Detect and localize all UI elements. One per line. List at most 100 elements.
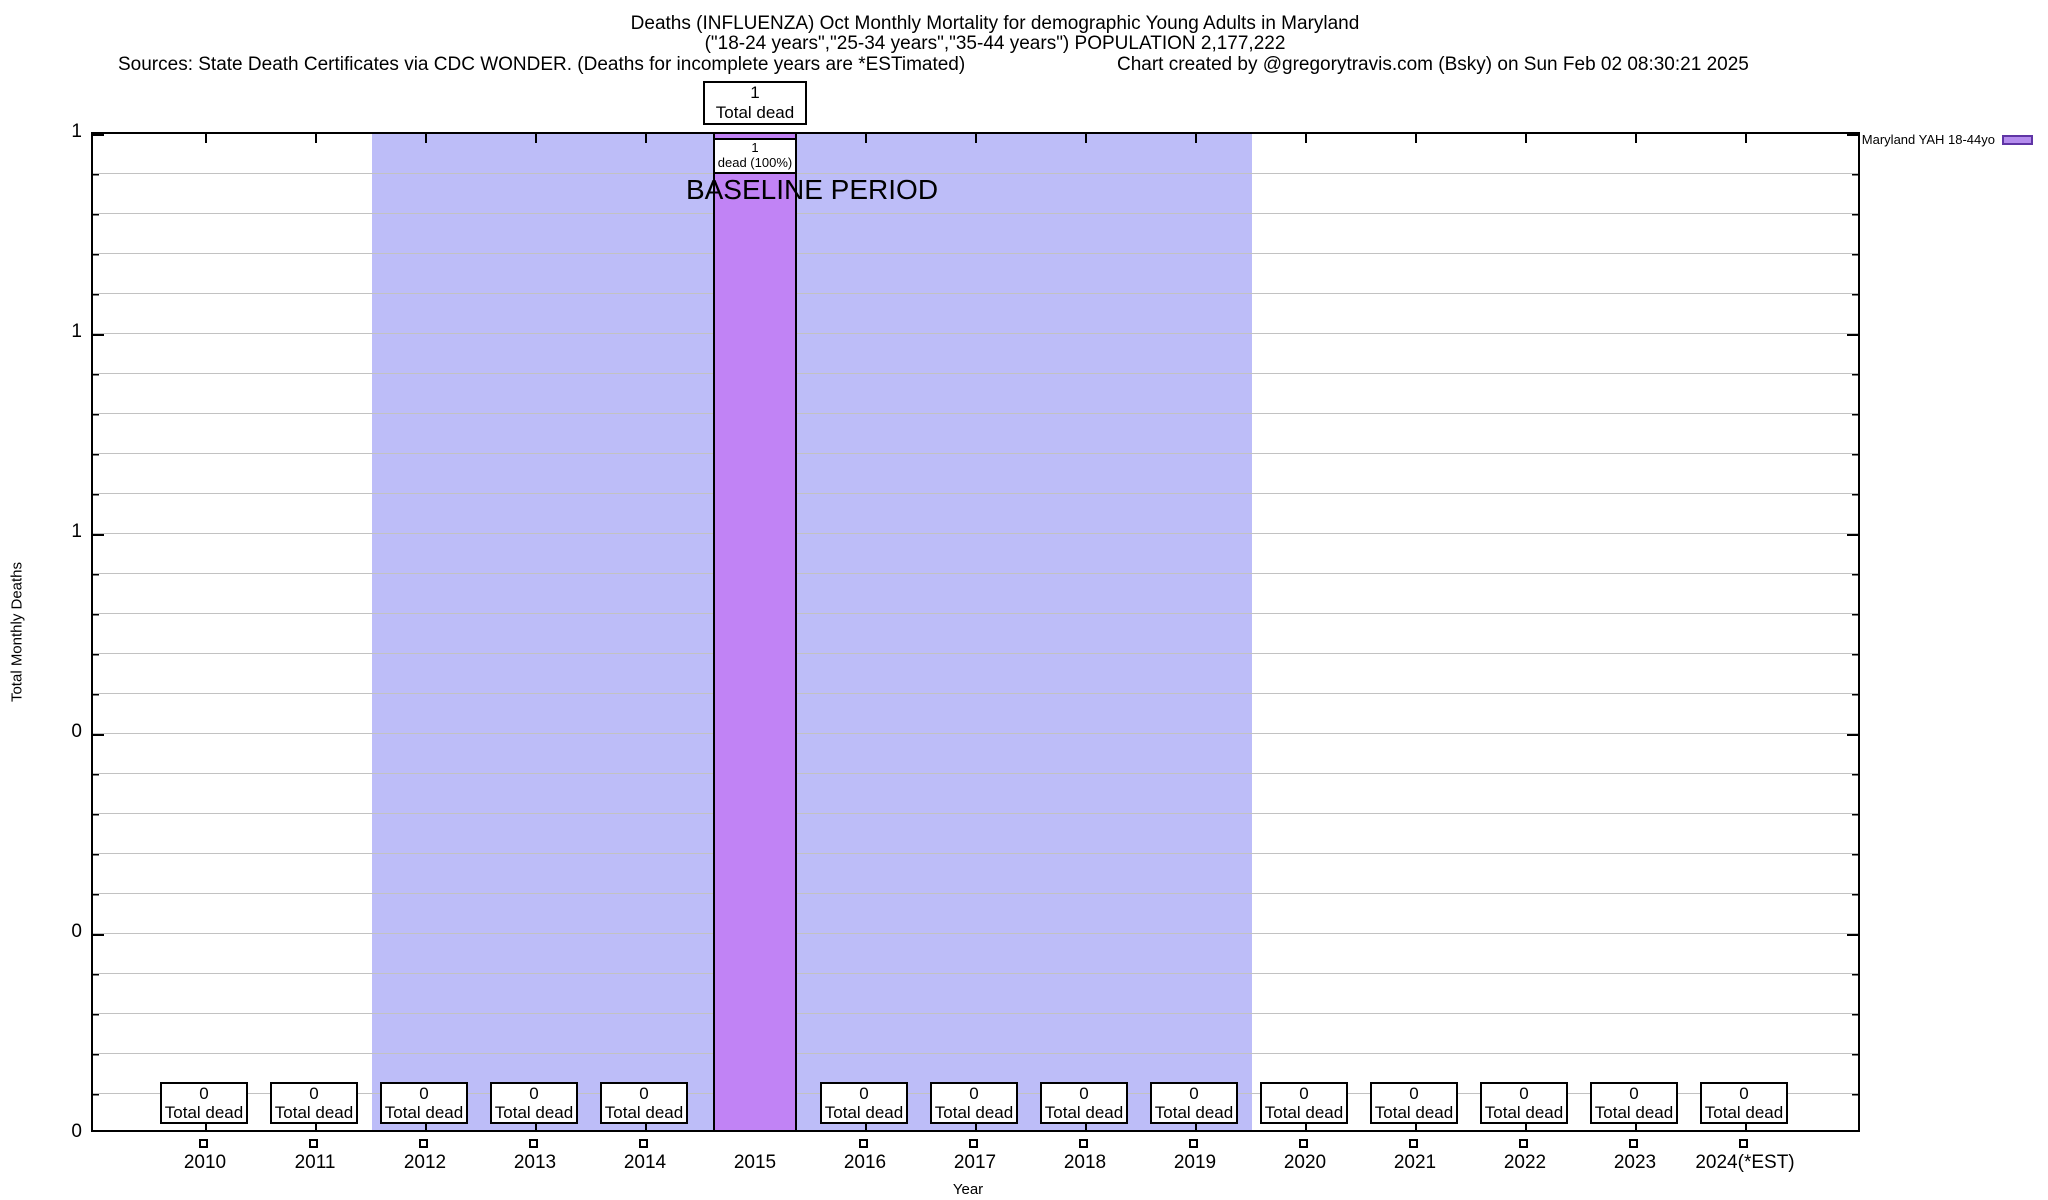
x-tick-label: 2012 bbox=[403, 1152, 447, 1173]
year-column-2015: 2015 bbox=[700, 1078, 810, 1188]
data-point-marker bbox=[1629, 1139, 1638, 1148]
zero-deaths-box: 0 Total dead bbox=[270, 1082, 358, 1124]
legend-swatch bbox=[2002, 134, 2033, 145]
year-column-2023: 0 Total dead 2023 bbox=[1580, 1078, 1690, 1188]
credit-note: Chart created by @gregorytravis.com (Bsk… bbox=[1117, 54, 1749, 75]
box-value: 0 bbox=[309, 1084, 319, 1103]
x-ticks-bottom bbox=[205, 1121, 1748, 1130]
x-tick-label: 2014 bbox=[623, 1152, 667, 1173]
box-value: 0 bbox=[419, 1084, 429, 1103]
data-point-marker bbox=[859, 1139, 868, 1148]
box-value: 0 bbox=[529, 1084, 539, 1103]
zero-deaths-box: 0 Total dead bbox=[1150, 1082, 1238, 1124]
peak-total-box: 1 Total dead bbox=[703, 81, 807, 125]
box-label: Total dead bbox=[274, 1103, 354, 1122]
box-value: 0 bbox=[1299, 1084, 1309, 1103]
box-value: 0 bbox=[969, 1084, 979, 1103]
x-tick-label: 2021 bbox=[1393, 1152, 1437, 1173]
x-tick-label: 2016 bbox=[843, 1152, 887, 1173]
box-value: 0 bbox=[1629, 1084, 1639, 1103]
box-value: 0 bbox=[1189, 1084, 1199, 1103]
year-column-2017: 0 Total dead 2017 bbox=[920, 1078, 1030, 1188]
peak-total-value: 1 bbox=[750, 83, 760, 102]
x-tick-label: 2022 bbox=[1503, 1152, 1547, 1173]
zero-deaths-box: 0 Total dead bbox=[490, 1082, 578, 1124]
box-label: Total dead bbox=[1484, 1103, 1564, 1122]
bar-percent-label: dead (100%) bbox=[717, 155, 793, 170]
year-column-2018: 0 Total dead 2018 bbox=[1030, 1078, 1140, 1188]
baseline-period-label: BASELINE PERIOD bbox=[685, 174, 939, 205]
box-value: 0 bbox=[1519, 1084, 1529, 1103]
year-column-2016: 0 Total dead 2016 bbox=[810, 1078, 920, 1188]
x-tick-label: 2020 bbox=[1283, 1152, 1327, 1173]
zero-deaths-box: 0 Total dead bbox=[1480, 1082, 1568, 1124]
plot-area: 1 dead (100%) BASELINE PERIOD bbox=[91, 132, 1860, 1132]
box-value: 0 bbox=[1079, 1084, 1089, 1103]
x-tick-label: 2013 bbox=[513, 1152, 557, 1173]
box-label: Total dead bbox=[1704, 1103, 1784, 1122]
data-point-marker bbox=[1189, 1139, 1198, 1148]
zero-deaths-box: 0 Total dead bbox=[1040, 1082, 1128, 1124]
year-column-2014: 0 Total dead 2014 bbox=[590, 1078, 700, 1188]
year-column-2019: 0 Total dead 2019 bbox=[1140, 1078, 1250, 1188]
y-tick-label: 0 bbox=[71, 1121, 82, 1142]
zero-deaths-box: 0 Total dead bbox=[1700, 1082, 1788, 1124]
data-point-marker bbox=[1409, 1139, 1418, 1148]
year-column-2021: 0 Total dead 2021 bbox=[1360, 1078, 1470, 1188]
data-point-marker bbox=[419, 1139, 428, 1148]
y-tick-label: 0 bbox=[71, 721, 82, 742]
box-label: Total dead bbox=[1154, 1103, 1234, 1122]
legend: Maryland YAH 18-44yo bbox=[1862, 132, 2033, 147]
box-label: Total dead bbox=[384, 1103, 464, 1122]
x-tick-label: 2015 bbox=[733, 1152, 777, 1173]
year-column-2013: 0 Total dead 2013 bbox=[480, 1078, 590, 1188]
zero-deaths-box: 0 Total dead bbox=[160, 1082, 248, 1124]
chart-title-line2: ("18-24 years","25-34 years","35-44 year… bbox=[704, 33, 1286, 54]
y-tick-label: 1 bbox=[71, 521, 82, 542]
zero-deaths-box: 0 Total dead bbox=[1590, 1082, 1678, 1124]
data-point-marker bbox=[1079, 1139, 1088, 1148]
year-column-2011: 0 Total dead 2011 bbox=[260, 1078, 370, 1188]
chart-title-line1: Deaths (INFLUENZA) Oct Monthly Mortality… bbox=[630, 13, 1360, 34]
data-point-marker bbox=[639, 1139, 648, 1148]
data-point-marker bbox=[309, 1139, 318, 1148]
box-label: Total dead bbox=[824, 1103, 904, 1122]
box-label: Total dead bbox=[164, 1103, 244, 1122]
zero-deaths-box: 0 Total dead bbox=[380, 1082, 468, 1124]
sources-note: Sources: State Death Certificates via CD… bbox=[118, 54, 966, 75]
data-point-marker bbox=[199, 1139, 208, 1148]
year-column-2010: 0 Total dead 2010 bbox=[150, 1078, 260, 1188]
x-tick-label: 2019 bbox=[1173, 1152, 1217, 1173]
box-label: Total dead bbox=[1264, 1103, 1344, 1122]
data-point-marker bbox=[1299, 1139, 1308, 1148]
x-tick-label: 2023 bbox=[1613, 1152, 1657, 1173]
zero-deaths-box: 0 Total dead bbox=[1370, 1082, 1458, 1124]
bar-percent-box: 1 dead (100%) bbox=[713, 138, 797, 174]
x-tick-label: 2010 bbox=[183, 1152, 227, 1173]
year-column-2012: 0 Total dead 2012 bbox=[370, 1078, 480, 1188]
x-tick-label: 2024(*EST) bbox=[1695, 1152, 1795, 1173]
box-value: 0 bbox=[199, 1084, 209, 1103]
influenza-bar-2015 bbox=[713, 134, 797, 1130]
bar-percent-value: 1 bbox=[751, 140, 759, 155]
x-tick-label: 2018 bbox=[1063, 1152, 1107, 1173]
box-label: Total dead bbox=[934, 1103, 1014, 1122]
zero-deaths-box: 0 Total dead bbox=[930, 1082, 1018, 1124]
y-tick-label: 0 bbox=[71, 921, 82, 942]
data-point-marker bbox=[529, 1139, 538, 1148]
data-point-marker bbox=[1739, 1139, 1748, 1148]
y-major-ticks-right bbox=[1847, 134, 1858, 1130]
box-value: 0 bbox=[859, 1084, 869, 1103]
legend-label: Maryland YAH 18-44yo bbox=[1861, 132, 1995, 147]
data-point-marker bbox=[1519, 1139, 1528, 1148]
box-value: 0 bbox=[639, 1084, 649, 1103]
year-column-2020: 0 Total dead 2020 bbox=[1250, 1078, 1360, 1188]
zero-deaths-box: 0 Total dead bbox=[1260, 1082, 1348, 1124]
box-label: Total dead bbox=[1374, 1103, 1454, 1122]
box-value: 0 bbox=[1739, 1084, 1749, 1103]
gridlines bbox=[93, 134, 1858, 1130]
x-axis-label: Year bbox=[952, 1181, 984, 1198]
x-tick-label: 2011 bbox=[294, 1152, 336, 1173]
box-label: Total dead bbox=[1594, 1103, 1674, 1122]
